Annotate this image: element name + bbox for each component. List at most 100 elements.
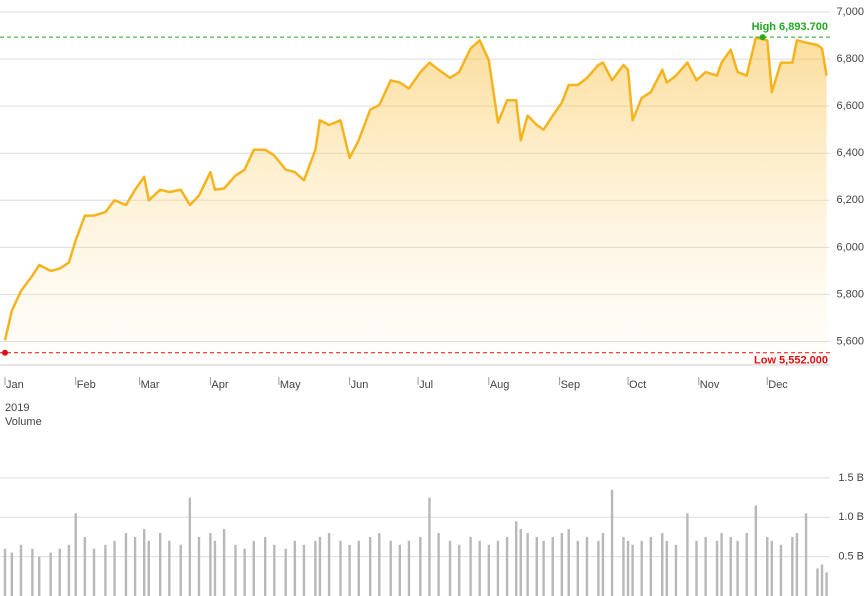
x-tick-label: Feb [77, 379, 96, 391]
y-tick-label: 5,800 [836, 288, 864, 300]
volume-bar [437, 533, 440, 596]
volume-bar [368, 536, 372, 596]
volume-bar [293, 540, 297, 596]
volume-bar [505, 536, 509, 596]
x-tick-label: Oct [629, 379, 646, 391]
volume-bar [398, 544, 402, 596]
volume-bar [770, 540, 774, 596]
volume-bar [665, 540, 669, 596]
volume-bar [567, 529, 570, 596]
volume-bar [49, 552, 52, 596]
volume-bar [519, 529, 522, 596]
volume-bar [622, 536, 625, 596]
volume-bar [825, 572, 828, 596]
x-tick-label: Apr [211, 379, 228, 391]
volume-bar [222, 529, 226, 596]
volume-bar [38, 556, 41, 596]
x-tick-label: Jun [351, 379, 369, 391]
volume-bar [188, 497, 192, 596]
volume-bar [816, 568, 819, 596]
volume-bar [284, 548, 287, 596]
volume-bar [736, 540, 739, 596]
volume-bar [273, 544, 276, 596]
high-marker [759, 34, 766, 41]
volume-bar [10, 552, 14, 596]
volume-bar [83, 536, 87, 596]
volume-bar [515, 521, 518, 596]
volume-bar [357, 540, 360, 596]
volume-bar [560, 533, 564, 596]
volume-bar [252, 540, 255, 596]
volume-bar [428, 497, 431, 596]
high-label: High 6,893.700 [752, 21, 828, 33]
volume-bar [58, 548, 61, 596]
volume-bar [745, 533, 748, 596]
volume-bar [197, 536, 201, 596]
y-tick-label: 6,800 [836, 53, 864, 65]
volume-bar [820, 564, 824, 596]
y-tick-label: 6,000 [836, 241, 864, 253]
year-label: 2019 [5, 402, 29, 414]
volume-bar [263, 536, 267, 596]
price-line [3, 36, 828, 341]
volume-bar [143, 529, 146, 596]
volume-bar [478, 540, 481, 596]
volume-bar [704, 536, 707, 596]
volume-bar [407, 540, 411, 596]
volume-bar [597, 540, 600, 596]
volume-bar [213, 540, 217, 596]
volume-bar [542, 540, 545, 596]
volume-bar [610, 489, 614, 596]
y-tick-label: 1.0 B [838, 511, 864, 523]
x-tick-label: Sep [561, 379, 581, 391]
y-tick-label: 7,000 [836, 6, 864, 18]
volume-bar [779, 544, 783, 596]
volume-bar [179, 544, 182, 596]
volume-title: Volume [5, 416, 42, 428]
volume-bar [674, 544, 678, 596]
volume-bar [318, 536, 322, 596]
volume-bar [419, 536, 422, 596]
volume-bar [715, 540, 719, 596]
volume-bar [74, 513, 77, 596]
low-marker [2, 349, 8, 356]
x-tick-label: Jan [6, 379, 24, 391]
volume-bar [457, 544, 461, 596]
volume-bar [754, 505, 758, 596]
volume-bar [576, 540, 580, 596]
volume-bar [686, 513, 689, 596]
volume-bar [67, 544, 71, 596]
volume-bar [526, 533, 529, 596]
volume-bar [348, 544, 351, 596]
volume-bar [601, 533, 605, 596]
volume-bar [147, 540, 150, 596]
volume-bar [92, 548, 96, 596]
y-tick-label: 6,200 [836, 194, 864, 206]
volume-bar [389, 540, 392, 596]
volume-bar [168, 540, 171, 596]
volume-bar [496, 540, 500, 596]
volume-bar [31, 548, 34, 596]
volume-bar [795, 533, 799, 596]
volume-bar [113, 540, 116, 596]
volume-bar [585, 536, 589, 596]
x-tick-label: Dec [768, 379, 788, 391]
volume-bar [720, 533, 723, 596]
volume-bar [124, 533, 128, 596]
volume-bar [104, 544, 107, 596]
volume-bar [640, 540, 643, 596]
y-tick-label: 6,600 [836, 100, 864, 112]
x-tick-label: Nov [700, 379, 720, 391]
volume-bar [19, 544, 23, 596]
volume-bar [487, 544, 491, 596]
volume-bar [631, 544, 634, 596]
x-tick-label: Mar [141, 379, 160, 391]
price-area [5, 37, 827, 366]
volume-bar [469, 536, 472, 596]
volume-bar [695, 540, 698, 596]
y-tick-label: 0.5 B [838, 551, 864, 563]
volume-bar [535, 536, 538, 596]
x-tick-label: Aug [490, 379, 510, 391]
y-tick-label: 1.5 B [838, 472, 864, 484]
